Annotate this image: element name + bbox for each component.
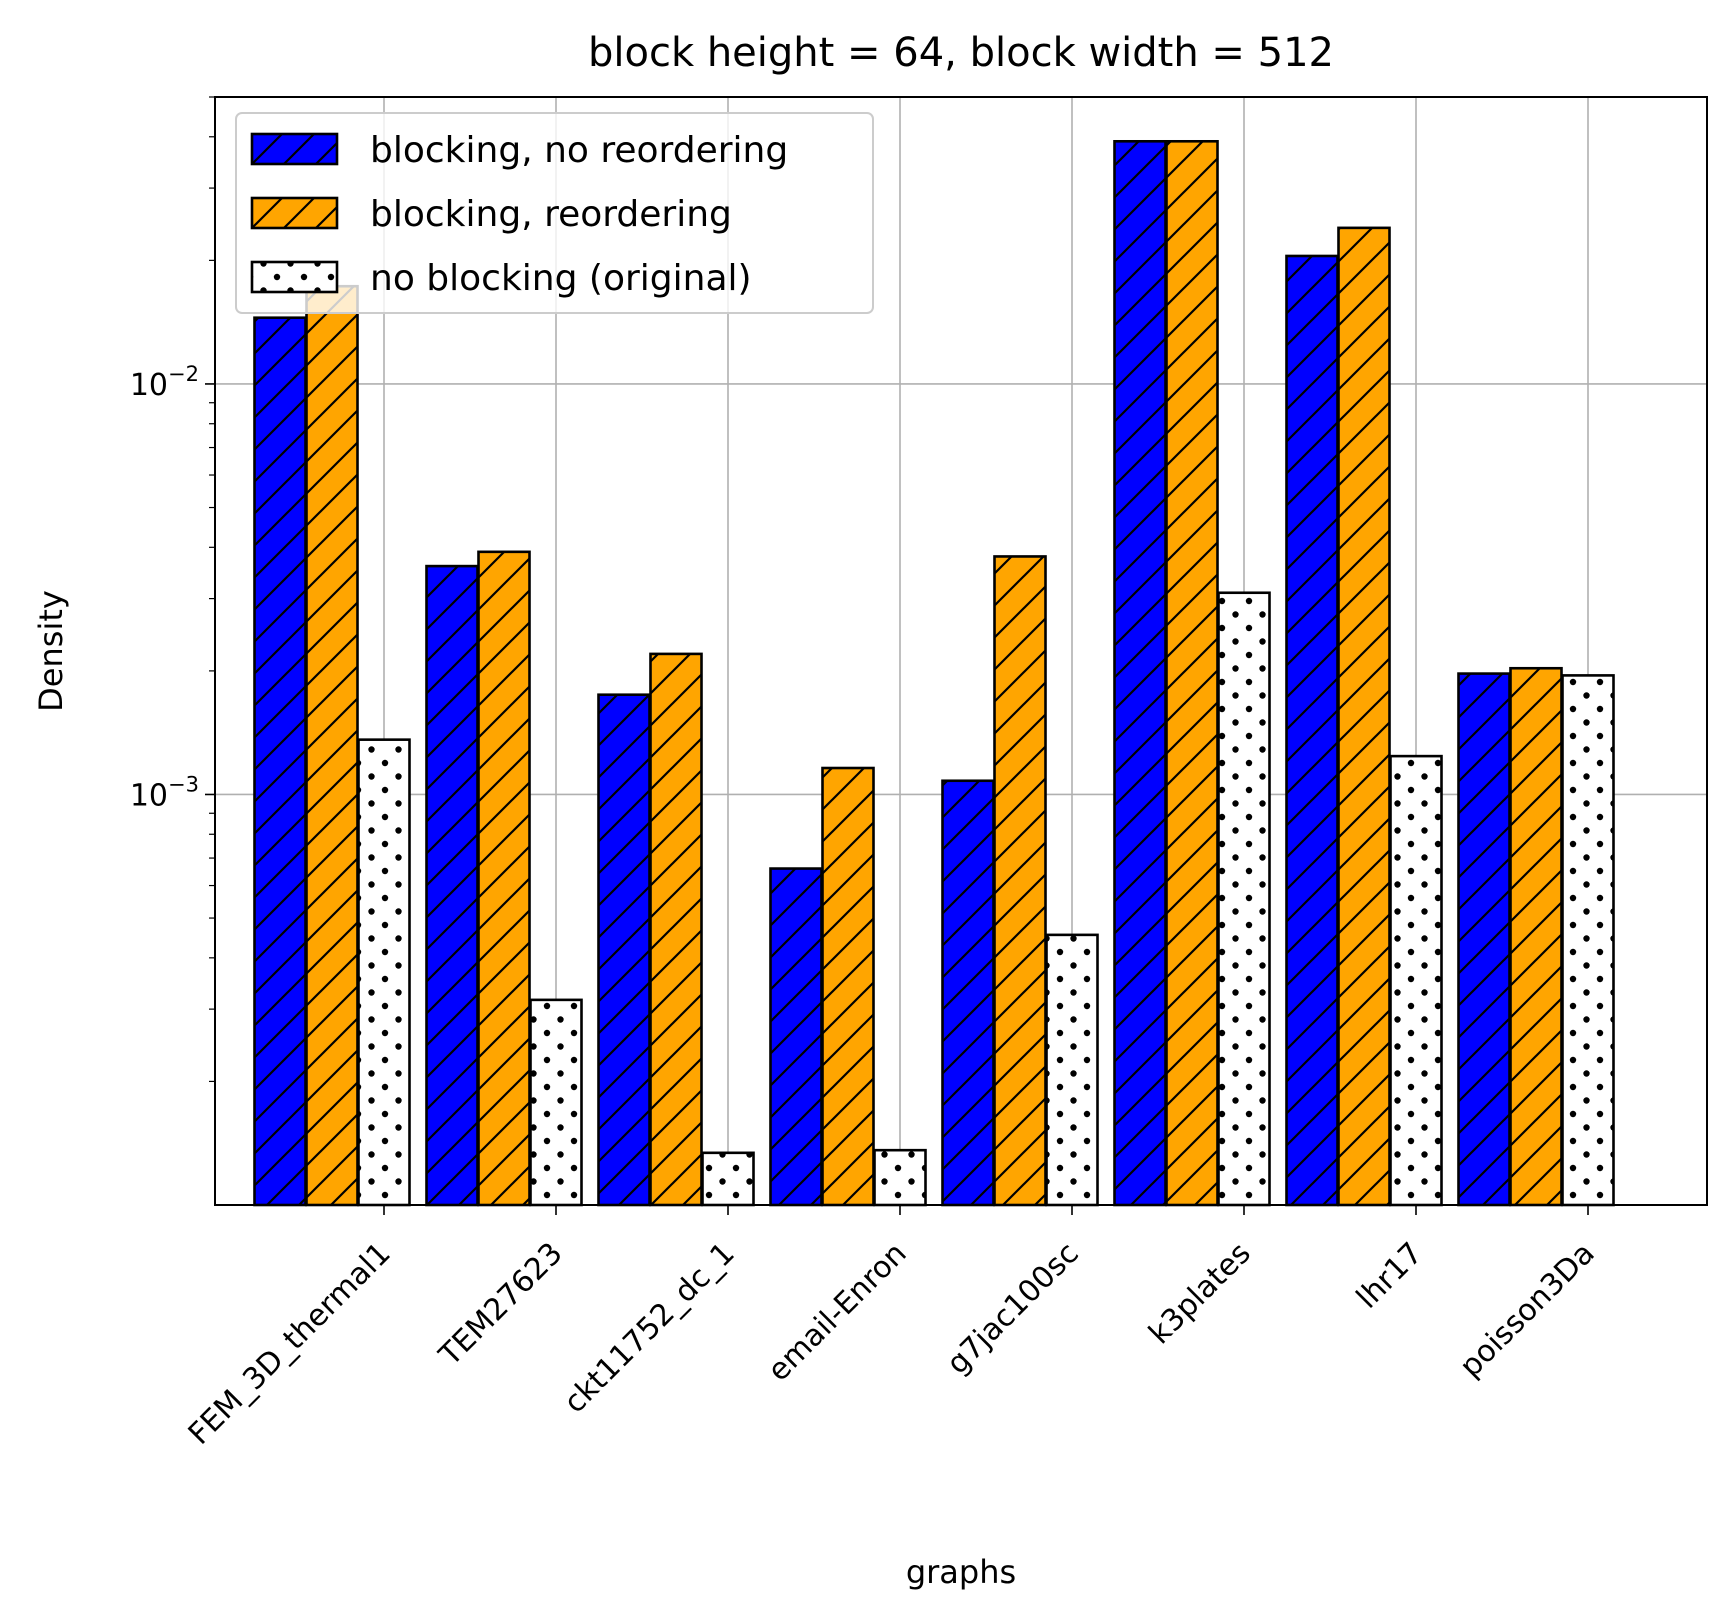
legend: blocking, no reordering blocking, reorder… [235, 112, 874, 314]
bar-pattern [1458, 673, 1510, 1205]
x-tick-label: k3plates [1142, 1236, 1257, 1351]
bar-pattern [1114, 141, 1166, 1205]
legend-swatch-outline [250, 196, 339, 230]
bar-pattern [478, 551, 530, 1205]
legend-swatch-outline [250, 260, 339, 294]
bar-pattern [994, 556, 1046, 1205]
legend-swatch-outline [250, 132, 339, 166]
bar-pattern [822, 768, 874, 1205]
bar-pattern [254, 317, 306, 1205]
bar-pattern [530, 999, 582, 1205]
legend-box [235, 112, 874, 314]
legend-label: no blocking (original) [370, 258, 752, 299]
y-axis-label: Density [32, 590, 70, 712]
bar-pattern [426, 566, 478, 1205]
chart-title: block height = 64, block width = 512 [588, 30, 1334, 76]
bar-pattern [1166, 141, 1218, 1205]
bar-pattern [1218, 592, 1270, 1205]
bar-pattern [1562, 675, 1614, 1205]
bar-pattern [702, 1152, 754, 1205]
bar-pattern [1046, 934, 1098, 1205]
bar-pattern [770, 868, 822, 1205]
bar-pattern [650, 653, 702, 1205]
bar-pattern [598, 694, 650, 1205]
bar-pattern [1338, 227, 1390, 1205]
bar-pattern [942, 780, 994, 1205]
bar-pattern [306, 286, 358, 1206]
y-tick-label: 10−2 [130, 362, 199, 403]
bars [253, 139, 1615, 1207]
bar-pattern [358, 739, 410, 1205]
x-tick-label: TEM27623 [432, 1236, 570, 1374]
bar-pattern [1510, 668, 1562, 1205]
x-tick-label: ckt11752_dc_1 [557, 1236, 741, 1420]
plot-area-frame [214, 96, 1708, 1206]
x-tick-label: lhr17 [1350, 1236, 1430, 1316]
legend-swatch-pattern [252, 198, 337, 228]
bar-pattern [874, 1150, 926, 1205]
x-tick-label: poisson3Da [1453, 1236, 1601, 1384]
legend-label: blocking, no reordering [370, 130, 788, 171]
legend-swatch-pattern [252, 134, 337, 164]
legend-swatch-pattern [252, 262, 337, 292]
legend-label: blocking, reordering [370, 194, 732, 235]
bar-pattern [1390, 756, 1442, 1205]
y-tick-label: 10−3 [130, 772, 199, 813]
x-tick-label: g7jac100sc [940, 1236, 1085, 1381]
bar-pattern [1286, 255, 1338, 1206]
x-tick-label: email-Enron [761, 1236, 913, 1388]
x-axis-label: graphs [906, 1553, 1016, 1591]
x-tick-label: FEM_3D_thermal1 [182, 1236, 398, 1452]
